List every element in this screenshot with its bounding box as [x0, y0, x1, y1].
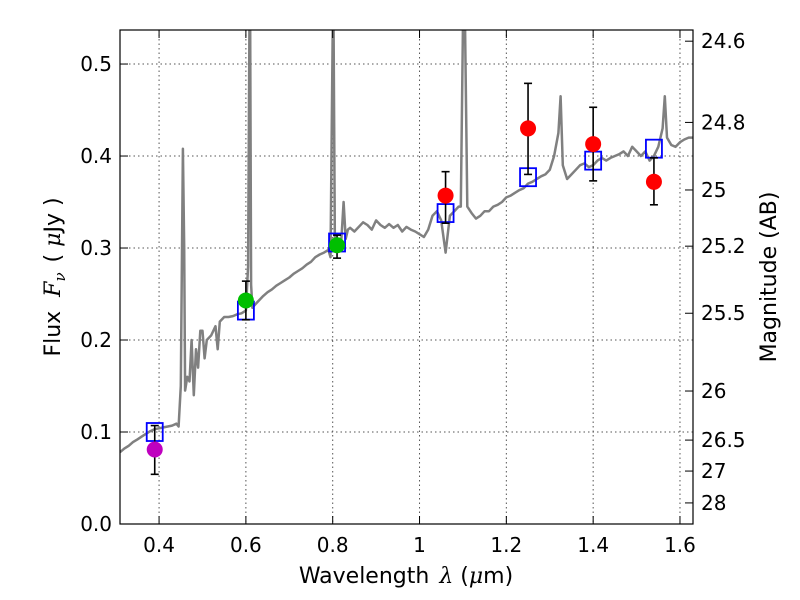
x-axis-label-symbol: λ [438, 564, 453, 589]
optical-green-point [329, 237, 346, 254]
y2-tick-label: 24.8 [701, 110, 746, 134]
y-tick-label: 0.1 [80, 420, 112, 444]
x-tick-label: 1.4 [577, 533, 609, 557]
y-tick-label: 0.0 [80, 512, 112, 536]
y2-tick-label: 26 [701, 379, 726, 403]
y2-tick-label: 26.5 [701, 428, 746, 452]
x-axis-label-unit-open: ( [453, 564, 469, 589]
x-axis-label-mu: μ [469, 564, 483, 589]
x-tick-label: 1.2 [490, 533, 522, 557]
y2-tick-label: 25.5 [701, 301, 746, 325]
y-axis-label-text: Flux [41, 311, 66, 357]
y2-axis-label: Magnitude (AB) [757, 192, 782, 363]
data-markers [145, 82, 663, 476]
x-tick-label: 0.6 [230, 533, 262, 557]
y-tick-label: 0.2 [80, 328, 112, 352]
optical-green-point [237, 292, 254, 309]
x-tick-label: 1 [413, 533, 426, 557]
y2-tick-label: 27 [701, 459, 726, 483]
plot-frame [119, 29, 694, 525]
y-axis-label: Flux Fν ( μJy ) [41, 197, 69, 356]
y-tick-label: 0.3 [80, 236, 112, 260]
y-tick-label: 0.5 [80, 52, 112, 76]
nir-red-point [645, 173, 662, 190]
y2-tick-label: 25.2 [701, 234, 746, 258]
axis-ticks [120, 30, 693, 525]
optical-purple-point [146, 441, 163, 458]
y2-tick-label: 25 [701, 178, 726, 202]
y2-tick-label: 28 [701, 491, 726, 515]
x-tick-label: 0.8 [317, 533, 349, 557]
tick-labels: 0.4 0.6 0.8 1 1.2 1.4 1.6 0.0 0.1 0.2 0.3 0.4 0.5 24.… [80, 29, 745, 557]
nir-red-point [585, 136, 602, 153]
x-tick-label: 0.4 [143, 533, 175, 557]
x-axis-label-unit-rest: m) [483, 564, 513, 589]
nir-red-point [437, 187, 454, 204]
nir-red-point [520, 120, 537, 137]
x-axis-label: Wavelength λ (μm) [299, 564, 513, 589]
x-tick-label: 1.6 [664, 533, 696, 557]
y-tick-label: 0.4 [80, 144, 112, 168]
y-axis-label-unit-rest: Jy ) [41, 197, 66, 234]
y-axis-label-unit-open: ( [41, 247, 66, 263]
y-axis-label-subscript: ν [51, 272, 69, 281]
y-axis-label-symbol: F [41, 281, 66, 298]
y2-tick-label: 24.6 [701, 29, 746, 53]
x-axis-label-text: Wavelength [299, 564, 430, 589]
y-axis-label-mu: μ [41, 233, 66, 247]
